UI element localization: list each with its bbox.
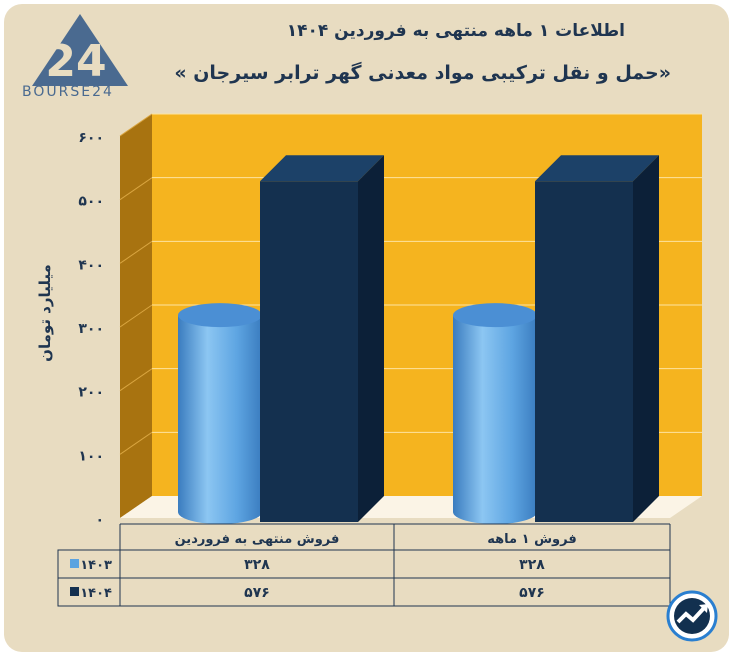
category-label: فروش ۱ ماهه xyxy=(487,532,576,547)
gridline-side xyxy=(119,240,153,264)
data-label: ۳۲۸ xyxy=(519,557,545,573)
logo-mark-text: 24 xyxy=(45,36,106,87)
bar-chart: ۰ ۱۰۰ ۲۰۰ ۳۰۰ ۴۰۰ ۵۰۰ ۶۰۰ فروش منتهی به فروردین… xyxy=(57,113,702,607)
y-tick-label: ۴۰۰ xyxy=(78,257,104,273)
legend-swatch xyxy=(70,559,79,568)
legend-label: ۱۴۰۴ xyxy=(80,586,112,601)
bar-1403 xyxy=(178,315,262,524)
y-tick-label: ۳۰۰ xyxy=(78,321,104,337)
legend-label: ۱۴۰۳ xyxy=(80,558,112,573)
bar-1404 xyxy=(535,181,633,522)
bar-1404 xyxy=(260,181,358,522)
data-label: ۵۷۶ xyxy=(244,585,270,601)
bar-1404-side xyxy=(358,155,384,522)
bar-1404-side xyxy=(633,155,659,522)
y-tick-label: ۰ xyxy=(95,512,104,528)
chart-title: اطلاعات ۱ ماهه منتهی به فروردین ۱۴۰۴ xyxy=(286,21,625,41)
bar-1404-top xyxy=(260,155,384,182)
y-tick-label: ۲۰۰ xyxy=(78,385,104,401)
chart-card: 24 BOURSE24 اطلاعات ۱ ماهه منتهی به فرور… xyxy=(4,4,729,652)
gridline-side xyxy=(119,431,153,455)
data-label: ۳۲۸ xyxy=(244,557,270,573)
data-label: ۵۷۶ xyxy=(519,585,545,601)
chart-subtitle: «حمل و نقل ترکیبی مواد معدنی گهر ترابر س… xyxy=(174,62,671,84)
trend-badge-icon xyxy=(666,590,718,642)
logo-text: BOURSE24 xyxy=(22,84,114,100)
legend-swatch xyxy=(70,587,79,596)
y-tick-label: ۵۰۰ xyxy=(78,194,104,210)
category-label: فروش منتهی به فروردین xyxy=(175,532,340,547)
gridline-side xyxy=(119,368,153,392)
bar-1404-top xyxy=(535,155,659,182)
gridline-side xyxy=(119,113,153,137)
bar-1403-top xyxy=(178,303,262,328)
gridline-side xyxy=(119,177,153,201)
gridline-side xyxy=(119,304,153,328)
bar-1403-top xyxy=(453,303,537,328)
bar-1403 xyxy=(453,315,537,524)
y-tick-label: ۶۰۰ xyxy=(78,130,104,146)
logo-mark: 24 xyxy=(32,14,128,87)
y-tick-label: ۱۰۰ xyxy=(78,448,104,464)
